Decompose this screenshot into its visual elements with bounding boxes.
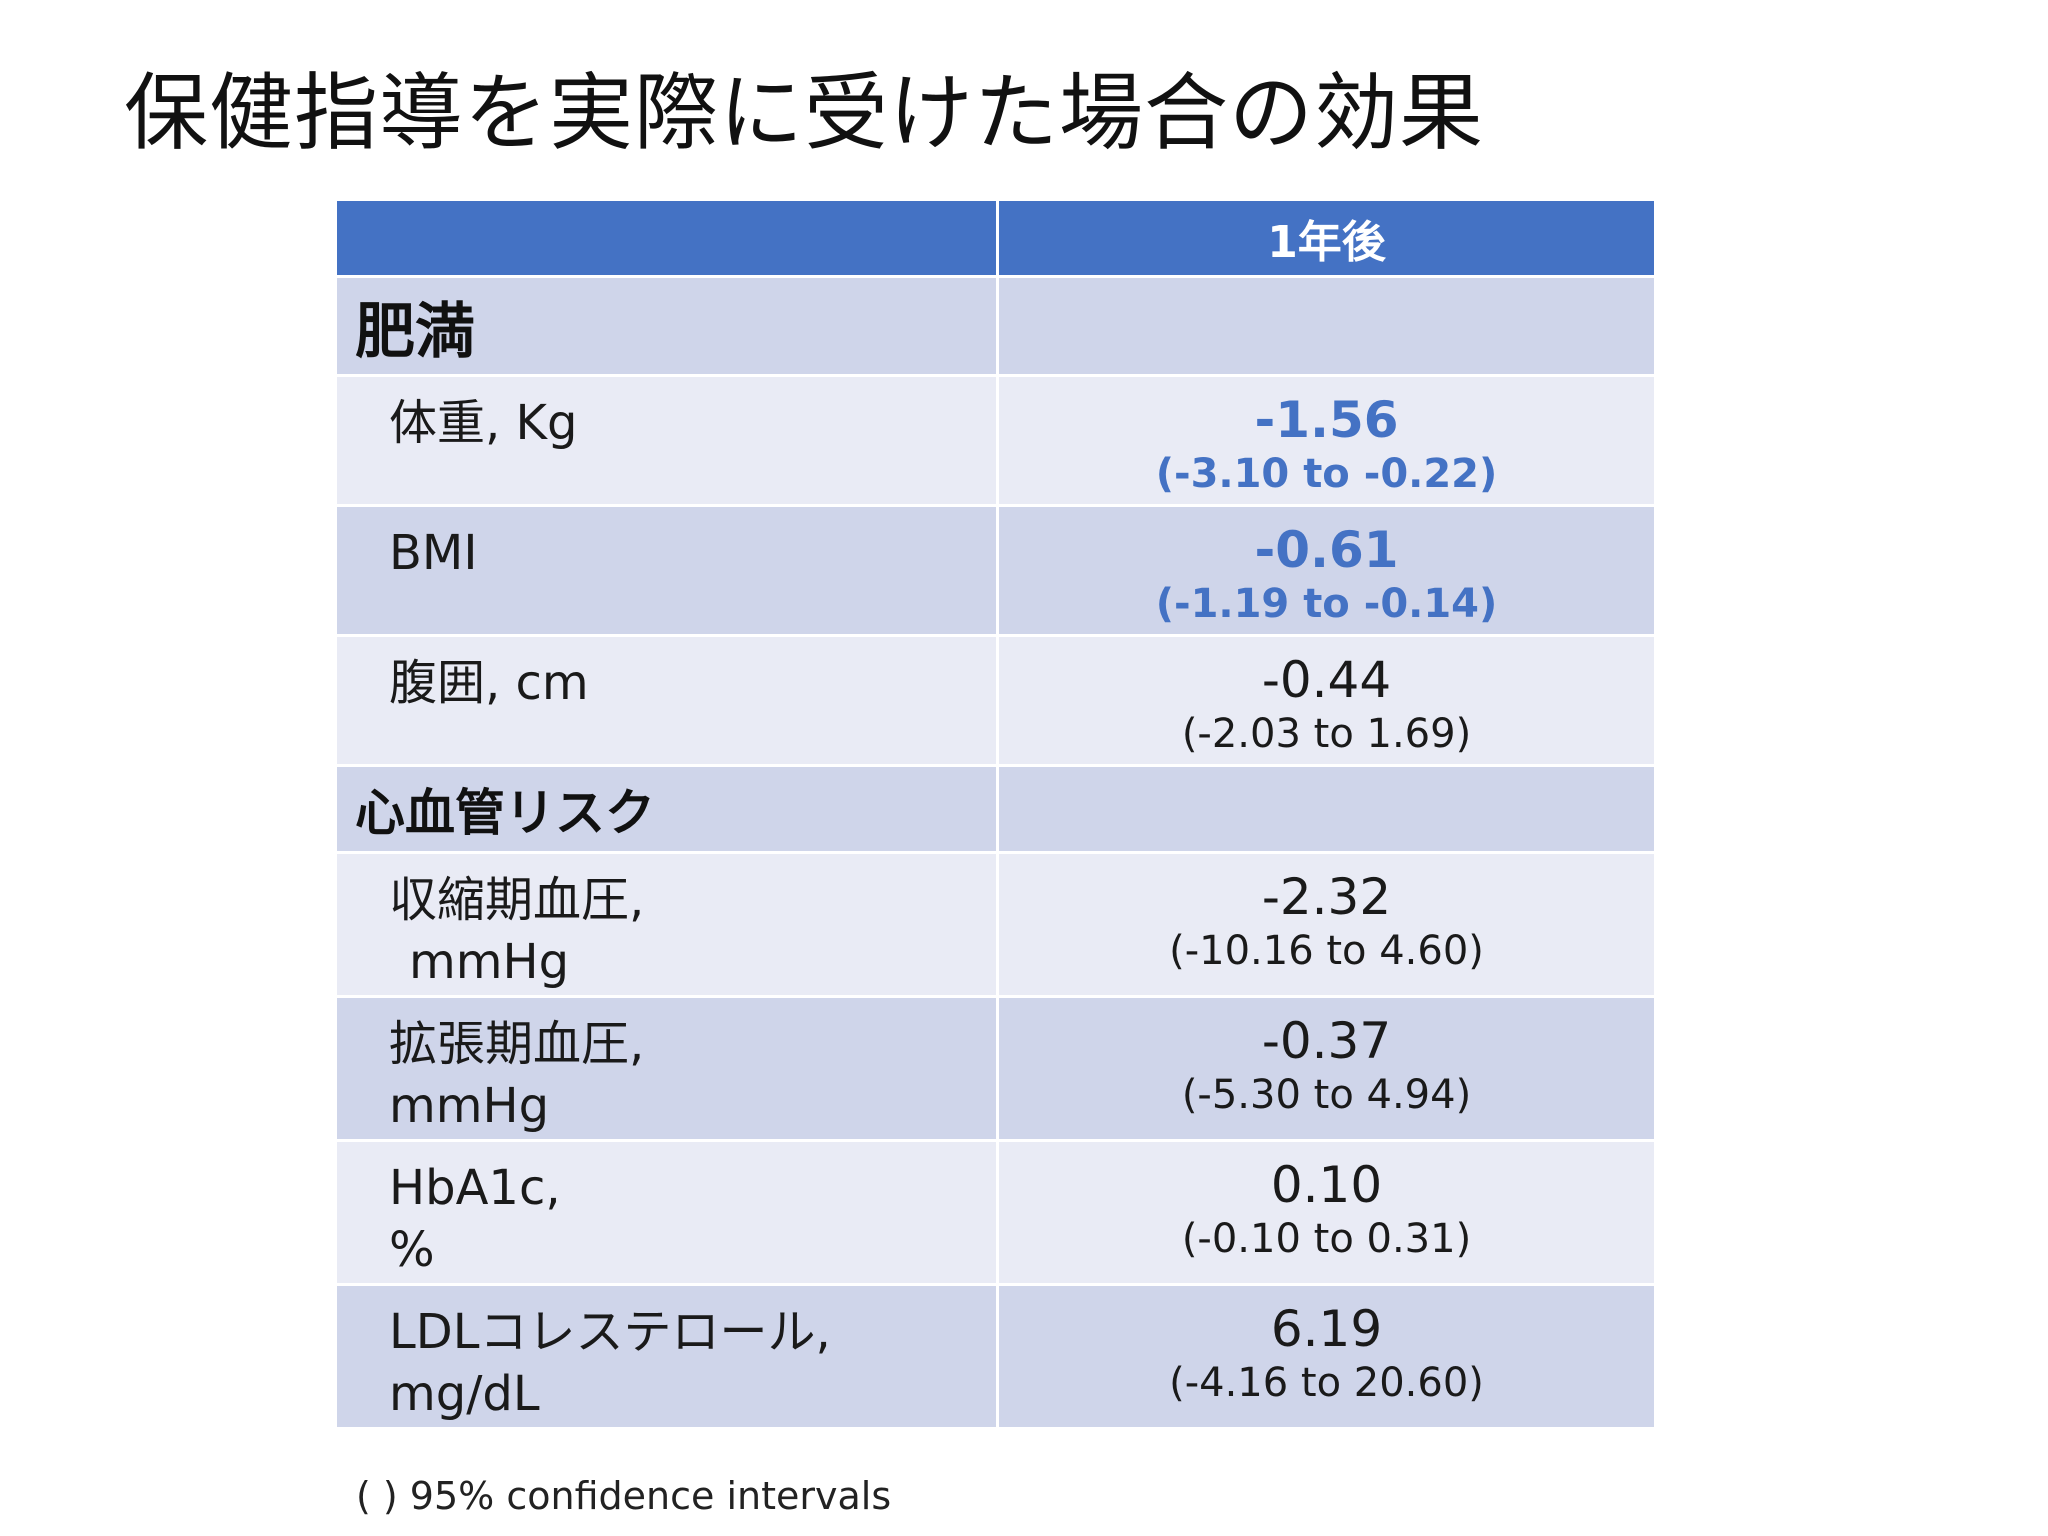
metric-confidence-interval: (-10.16 to 4.60) bbox=[1169, 928, 1484, 974]
results-table: 1年後 肥満 体重, Kg -1.56 (-3.10 to -0.22) BMI… bbox=[334, 198, 1657, 1430]
metric-label: 拡張期血圧, mmHg bbox=[334, 995, 999, 1142]
metric-label-line1: 収縮期血圧, bbox=[389, 872, 645, 928]
metric-label-line1: 体重, Kg bbox=[389, 395, 578, 451]
metric-label: 腹囲, cm bbox=[334, 634, 999, 767]
table-row-bmi: BMI -0.61 (-1.19 to -0.14) bbox=[334, 504, 1657, 637]
metric-estimate: -0.37 bbox=[1261, 1012, 1392, 1070]
metric-value: 6.19 (-4.16 to 20.60) bbox=[996, 1283, 1657, 1430]
metric-label: 体重, Kg bbox=[334, 374, 999, 507]
metric-confidence-interval: (-2.03 to 1.69) bbox=[1181, 711, 1472, 757]
metric-label: HbA1c, % bbox=[334, 1139, 999, 1286]
metric-label: BMI bbox=[334, 504, 999, 637]
section-empty-cell bbox=[996, 764, 1657, 854]
metric-label-line2: mmHg bbox=[389, 1078, 550, 1134]
section-label-cardiovascular: 心血管リスク bbox=[334, 764, 999, 854]
table-row-weight: 体重, Kg -1.56 (-3.10 to -0.22) bbox=[334, 374, 1657, 507]
metric-label-line2: % bbox=[389, 1222, 435, 1278]
metric-value: -2.32 (-10.16 to 4.60) bbox=[996, 851, 1657, 998]
metric-confidence-interval: (-0.10 to 0.31) bbox=[1181, 1216, 1472, 1262]
metric-label: 収縮期血圧, mmHg bbox=[334, 851, 999, 998]
header-one-year-later: 1年後 bbox=[996, 198, 1657, 278]
metric-confidence-interval: (-4.16 to 20.60) bbox=[1169, 1360, 1484, 1406]
metric-label-line2: mmHg bbox=[409, 934, 570, 990]
metric-confidence-interval: (-5.30 to 4.94) bbox=[1181, 1072, 1472, 1118]
metric-value: -1.56 (-3.10 to -0.22) bbox=[996, 374, 1657, 507]
table-row-systolic-bp: 収縮期血圧, mmHg -2.32 (-10.16 to 4.60) bbox=[334, 851, 1657, 998]
metric-label-line1: HbA1c, bbox=[389, 1160, 561, 1216]
metric-estimate: 0.10 bbox=[1270, 1156, 1383, 1214]
metric-value: -0.44 (-2.03 to 1.69) bbox=[996, 634, 1657, 767]
metric-estimate: -2.32 bbox=[1261, 868, 1392, 926]
metric-value: -0.37 (-5.30 to 4.94) bbox=[996, 995, 1657, 1142]
table-row-hba1c: HbA1c, % 0.10 (-0.10 to 0.31) bbox=[334, 1139, 1657, 1286]
header-empty-cell bbox=[334, 198, 999, 278]
metric-label-line1: 腹囲, cm bbox=[389, 655, 589, 711]
metric-estimate: -0.61 bbox=[1254, 521, 1399, 579]
metric-estimate: 6.19 bbox=[1270, 1300, 1383, 1358]
metric-estimate: -1.56 bbox=[1254, 391, 1399, 449]
metric-label-line1: BMI bbox=[389, 525, 478, 581]
metric-label: LDLコレステロール, mg/dL bbox=[334, 1283, 999, 1430]
metric-label-line1: LDLコレステロール, bbox=[389, 1304, 831, 1360]
metric-label-line1: 拡張期血圧, bbox=[389, 1016, 645, 1072]
metric-confidence-interval: (-3.10 to -0.22) bbox=[1155, 451, 1498, 497]
table-row-waist: 腹囲, cm -0.44 (-2.03 to 1.69) bbox=[334, 634, 1657, 767]
table-row-diastolic-bp: 拡張期血圧, mmHg -0.37 (-5.30 to 4.94) bbox=[334, 995, 1657, 1142]
table-row-ldl: LDLコレステロール, mg/dL 6.19 (-4.16 to 20.60) bbox=[334, 1283, 1657, 1430]
table-header-row: 1年後 bbox=[334, 198, 1657, 278]
metric-value: 0.10 (-0.10 to 0.31) bbox=[996, 1139, 1657, 1286]
metric-estimate: -0.44 bbox=[1261, 651, 1392, 709]
section-row-obesity: 肥満 bbox=[334, 275, 1657, 377]
slide-title: 保健指導を実際に受けた場合の効果 bbox=[124, 64, 1485, 162]
metric-label-line2: mg/dL bbox=[389, 1366, 540, 1422]
section-label-obesity: 肥満 bbox=[334, 275, 999, 377]
metric-value: -0.61 (-1.19 to -0.14) bbox=[996, 504, 1657, 637]
metric-confidence-interval: (-1.19 to -0.14) bbox=[1155, 581, 1498, 627]
footnote: ( ) 95% confidence intervals bbox=[356, 1474, 892, 1518]
section-empty-cell bbox=[996, 275, 1657, 377]
section-row-cardiovascular: 心血管リスク bbox=[334, 764, 1657, 854]
